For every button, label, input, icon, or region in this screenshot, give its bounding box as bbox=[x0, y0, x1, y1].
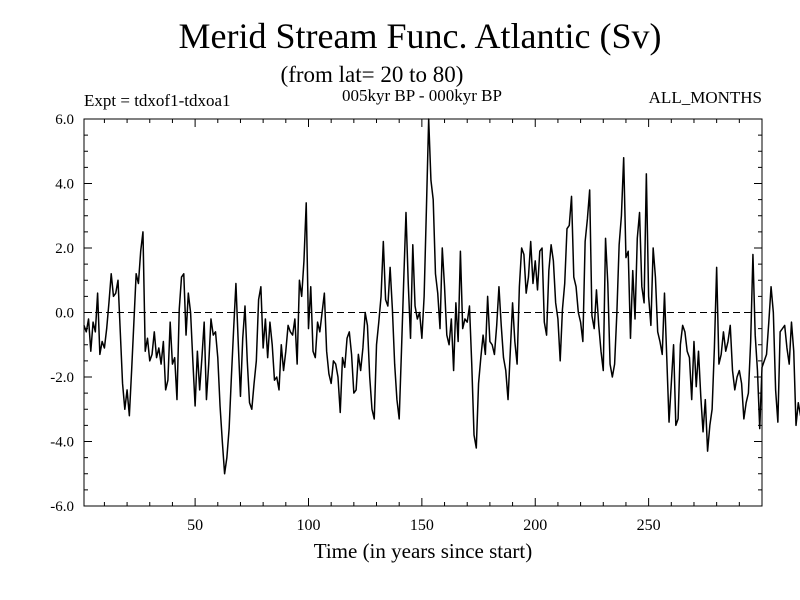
x-axis-label: Time (in years since start) bbox=[314, 539, 533, 563]
y-tick-label: -6.0 bbox=[50, 499, 74, 515]
series-line bbox=[83, 118, 800, 475]
x-tick-label: 250 bbox=[637, 517, 661, 534]
months-label: ALL_MONTHS bbox=[649, 88, 762, 107]
x-tick-label: 50 bbox=[187, 517, 203, 534]
y-tick-label: 4.0 bbox=[55, 177, 74, 193]
chart-title: Merid Stream Func. Atlantic (Sv) bbox=[179, 16, 662, 56]
y-tick-label: 0.0 bbox=[55, 306, 74, 322]
y-tick-label: -4.0 bbox=[50, 435, 74, 451]
x-tick-label: 150 bbox=[410, 517, 434, 534]
plot-frame bbox=[83, 118, 763, 507]
x-tick-label: 100 bbox=[296, 517, 320, 534]
y-tick-label: -2.0 bbox=[50, 370, 74, 386]
y-tick-label: 2.0 bbox=[55, 241, 74, 257]
chart-subtitle: (from lat= 20 to 80) bbox=[281, 62, 464, 87]
x-tick-label: 200 bbox=[523, 517, 547, 534]
experiment-label: Expt = tdxof1-tdxoa1 bbox=[84, 91, 231, 110]
y-tick-label: 6.0 bbox=[55, 112, 74, 128]
period-label: 005kyr BP - 000kyr BP bbox=[342, 86, 502, 105]
